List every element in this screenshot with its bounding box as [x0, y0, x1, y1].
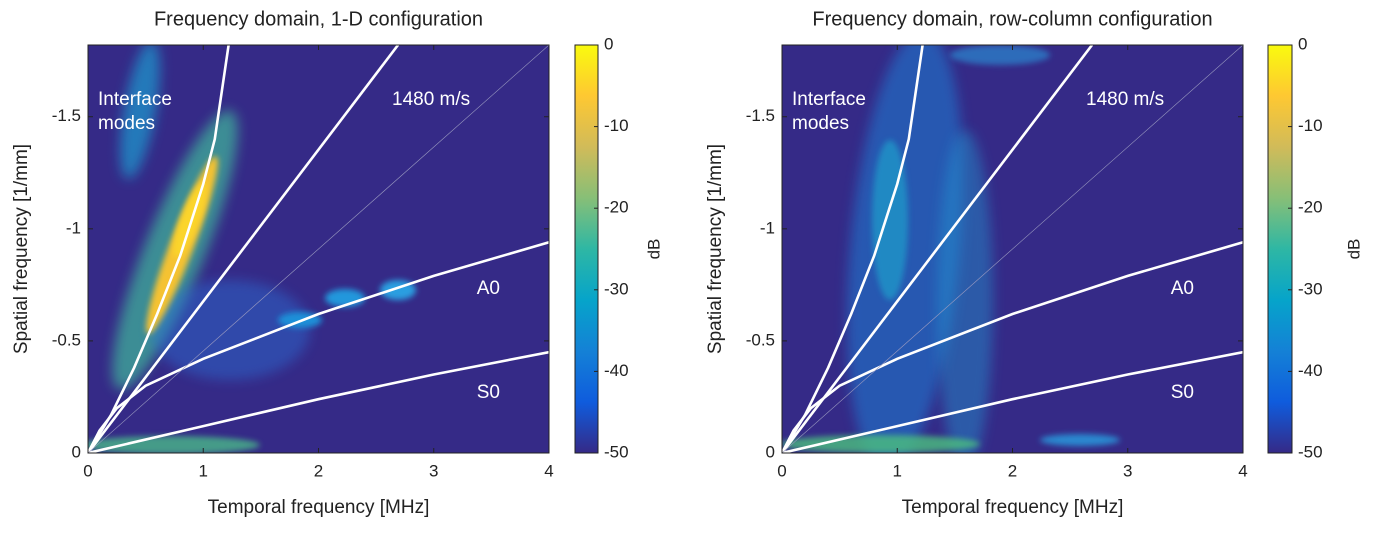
y-tick-label: 0	[72, 442, 81, 461]
y-tick-label: -1	[66, 218, 81, 237]
chart-title: Frequency domain, 1-D configuration	[154, 8, 483, 30]
annotation: modes	[98, 113, 155, 134]
colorbar-tick-label: -50	[604, 442, 629, 461]
curve	[88, 241, 549, 453]
curve	[88, 45, 549, 453]
x-tick-label: 2	[314, 461, 323, 480]
y-tick-label: -1.5	[52, 106, 81, 125]
annotation: S0	[477, 382, 500, 403]
curve	[88, 350, 549, 453]
colorbar-tick-label: -40	[604, 361, 629, 380]
colorbar	[574, 44, 599, 454]
annotation: Interface	[98, 89, 172, 110]
colorbar	[1267, 44, 1293, 454]
x-tick-label: 1	[893, 461, 902, 480]
y-tick-label: -0.5	[52, 330, 81, 349]
y-axis-label: Spatial frequency [1/mm]	[11, 144, 32, 354]
annotation: Interface	[792, 89, 866, 110]
colorbar-tick-label: -40	[1298, 361, 1323, 380]
y-tick-label: -1.5	[746, 106, 775, 125]
curve	[88, 45, 230, 453]
colorbar-tick-label: 0	[604, 34, 613, 53]
curve	[782, 350, 1243, 453]
x-tick-label: 4	[1238, 461, 1247, 480]
curve	[782, 45, 924, 453]
plot-area	[88, 45, 549, 453]
x-tick-label: 3	[1123, 461, 1132, 480]
colorbar-label: dB	[1344, 239, 1363, 260]
annotation: A0	[477, 278, 500, 299]
plot-area	[782, 45, 1243, 453]
curve	[782, 45, 1243, 453]
colorbar-label: dB	[644, 239, 663, 260]
colorbar-tick-label: -30	[604, 279, 629, 298]
annotation: modes	[792, 113, 849, 134]
y-tick-label: 0	[766, 442, 775, 461]
y-tick-label: -1	[760, 218, 775, 237]
colorbar-tick-label: -20	[1298, 198, 1323, 217]
curve	[88, 45, 400, 453]
x-axis-label: Temporal frequency [MHz]	[902, 497, 1124, 518]
colorbar-tick-label: -50	[1298, 442, 1323, 461]
curve	[782, 241, 1243, 453]
x-tick-label: 2	[1008, 461, 1017, 480]
x-tick-label: 1	[199, 461, 208, 480]
colorbar-tick-label: 0	[1298, 34, 1307, 53]
x-tick-label: 0	[83, 461, 92, 480]
x-tick-label: 0	[777, 461, 786, 480]
colorbar-tick-label: -20	[604, 198, 629, 217]
colorbar-tick-label: -30	[1298, 279, 1323, 298]
annotation: 1480 m/s	[392, 89, 470, 110]
colorbar-tick-label: -10	[604, 116, 629, 135]
x-axis-label: Temporal frequency [MHz]	[208, 497, 430, 518]
annotation: A0	[1171, 278, 1194, 299]
y-tick-label: -0.5	[746, 330, 775, 349]
annotation: S0	[1171, 382, 1194, 403]
y-axis-label: Spatial frequency [1/mm]	[705, 144, 726, 354]
x-tick-label: 4	[544, 461, 553, 480]
chart-title: Frequency domain, row-column configurati…	[812, 8, 1212, 30]
annotation: 1480 m/s	[1086, 89, 1164, 110]
curve	[782, 45, 1094, 453]
colorbar-tick-label: -10	[1298, 116, 1323, 135]
x-tick-label: 3	[429, 461, 438, 480]
